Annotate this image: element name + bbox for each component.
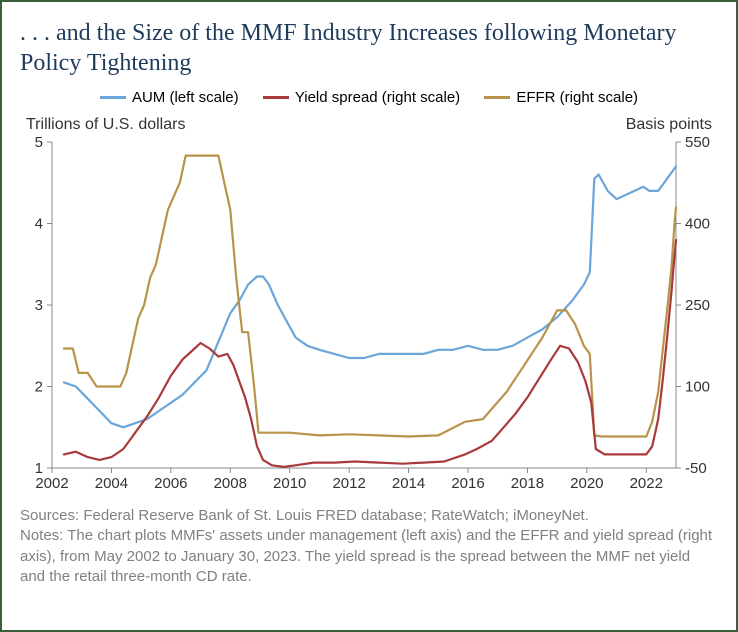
legend-label: EFFR (right scale) [516, 89, 638, 106]
svg-text:2012: 2012 [332, 475, 365, 492]
svg-text:3: 3 [35, 297, 43, 314]
svg-text:4: 4 [35, 216, 43, 233]
svg-text:1: 1 [35, 460, 43, 477]
left-axis-title: Trillions of U.S. dollars [26, 116, 185, 134]
svg-text:5: 5 [35, 136, 43, 151]
svg-text:250: 250 [685, 297, 710, 314]
svg-text:2002: 2002 [35, 475, 68, 492]
svg-text:2010: 2010 [273, 475, 306, 492]
legend-item-aum: AUM (left scale) [100, 89, 239, 106]
svg-text:2016: 2016 [451, 475, 484, 492]
right-axis-title: Basis points [626, 116, 712, 134]
legend-item-yield: Yield spread (right scale) [263, 89, 460, 106]
svg-text:100: 100 [685, 379, 710, 396]
legend-item-effr: EFFR (right scale) [484, 89, 638, 106]
svg-text:2: 2 [35, 379, 43, 396]
legend-swatch [484, 96, 510, 99]
series-yield_spread [64, 240, 676, 467]
series-aum [64, 166, 676, 427]
chart-frame: . . . and the Size of the MMF Industry I… [0, 0, 738, 632]
svg-text:2018: 2018 [511, 475, 544, 492]
series-effr [64, 156, 676, 437]
legend: AUM (left scale) Yield spread (right sca… [20, 86, 718, 106]
legend-swatch [100, 96, 126, 99]
legend-swatch [263, 96, 289, 99]
axis-titles: Trillions of U.S. dollars Basis points [26, 116, 712, 134]
svg-text:2020: 2020 [570, 475, 603, 492]
svg-text:550: 550 [685, 136, 710, 151]
chart-title: . . . and the Size of the MMF Industry I… [20, 18, 718, 78]
svg-text:2008: 2008 [214, 475, 247, 492]
svg-text:2014: 2014 [392, 475, 425, 492]
svg-text:2006: 2006 [154, 475, 187, 492]
svg-text:400: 400 [685, 216, 710, 233]
svg-text:-50: -50 [685, 460, 707, 477]
legend-label: Yield spread (right scale) [295, 89, 460, 106]
chart-area: 2002 2004 2006 2008 2010 2012 2014 2016 2018 2020… [20, 136, 718, 496]
svg-text:2022: 2022 [630, 475, 663, 492]
sources-notes: Sources: Federal Reserve Bank of St. Lou… [20, 506, 718, 587]
svg-text:2004: 2004 [95, 475, 128, 492]
legend-label: AUM (left scale) [132, 89, 239, 106]
chart-svg: 2002 2004 2006 2008 2010 2012 2014 2016 2018 2020… [20, 136, 720, 496]
